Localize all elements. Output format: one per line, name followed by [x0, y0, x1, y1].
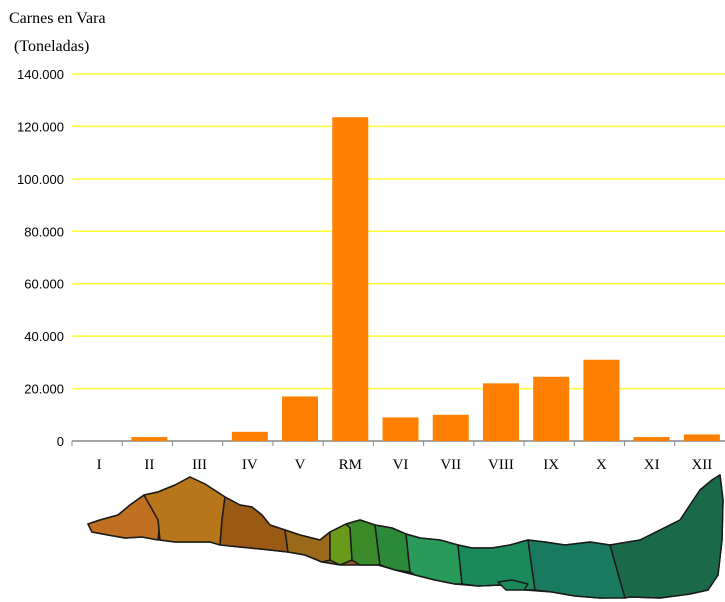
- x-tick-label: VII: [440, 457, 461, 473]
- y-tick-label: 0: [57, 434, 64, 449]
- chart-title-line2: (Toneladas): [14, 38, 89, 55]
- y-tick-label: 80.000: [24, 224, 64, 239]
- x-tick-label: IX: [543, 457, 559, 473]
- map-region-shape: [374, 524, 411, 573]
- map-region-shape: [219, 496, 289, 553]
- bar-ix: [533, 376, 570, 441]
- bar-xii: [683, 434, 720, 441]
- map-region-shape: [329, 523, 353, 566]
- y-tick-label: 120.000: [17, 119, 64, 134]
- bar-vii: [432, 414, 469, 441]
- map-region-shape: [405, 533, 463, 585]
- x-tick-label: V: [295, 457, 306, 473]
- y-tick-label: 20.000: [24, 382, 64, 397]
- y-tick-label: 100.000: [17, 172, 64, 187]
- bar-rm: [332, 117, 369, 441]
- bar-x: [583, 359, 620, 441]
- y-tick-label: 140.000: [17, 67, 64, 82]
- x-tick-label: I: [97, 457, 102, 473]
- bar-iv: [231, 431, 268, 441]
- bar-vi: [382, 417, 419, 441]
- map-region-shape: [345, 519, 381, 566]
- x-tick-label: X: [596, 457, 607, 473]
- map-region-shape: [284, 529, 331, 563]
- x-tick-label: XII: [691, 457, 712, 473]
- x-tick-label: VI: [393, 457, 409, 473]
- x-tick-label: RM: [339, 457, 362, 473]
- x-tick-label: IV: [242, 457, 258, 473]
- bar-xi: [633, 437, 670, 441]
- x-tick-label: II: [144, 457, 154, 473]
- chile-regions-map: [87, 474, 724, 599]
- map-islands: [497, 579, 529, 591]
- x-tick-label: VIII: [488, 457, 514, 473]
- bar-viii: [482, 383, 519, 441]
- y-tick-label: 60.000: [24, 277, 64, 292]
- bars: [131, 117, 720, 441]
- y-tick-label: 40.000: [24, 329, 64, 344]
- gridlines: [72, 73, 725, 442]
- x-tick-label: XI: [644, 457, 660, 473]
- map-region-shape: [609, 474, 724, 599]
- bar-ii: [131, 437, 168, 441]
- chart-title-line1: Carnes en Vara: [9, 10, 106, 27]
- x-axis-ticks: I II III IV V RM VI VII VIII IX X XI XII: [71, 441, 712, 473]
- x-tick-label: III: [192, 457, 207, 473]
- y-axis-ticks: 0 20.000 40.000 60.000 80.000 100.000 120.000 1…: [17, 67, 64, 449]
- bar-v: [282, 396, 319, 441]
